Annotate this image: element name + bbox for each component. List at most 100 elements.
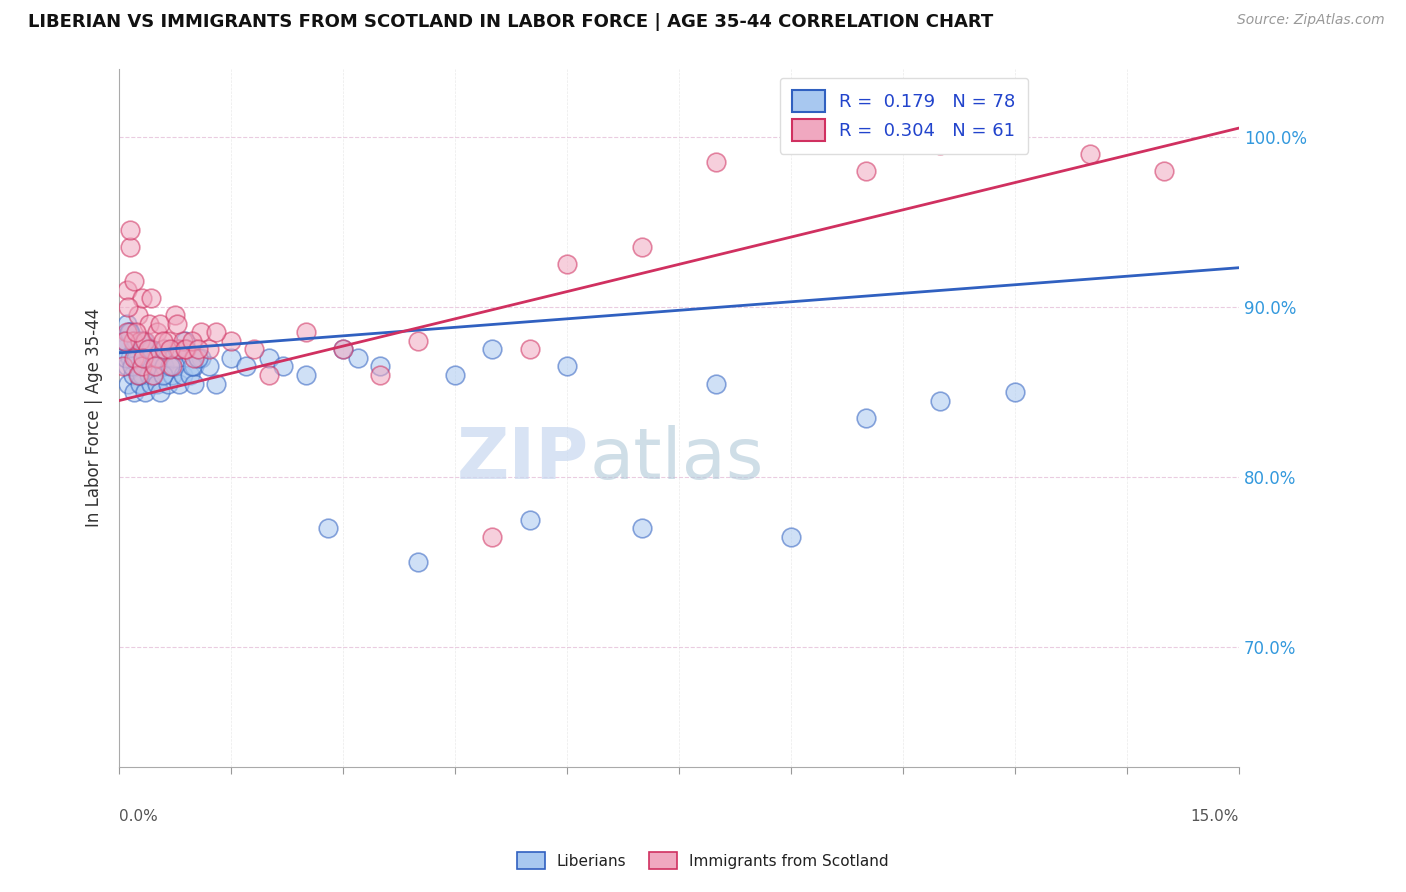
Point bbox=[855, 163, 877, 178]
Point bbox=[131, 343, 153, 357]
Point bbox=[138, 368, 160, 382]
Point bbox=[257, 368, 280, 382]
Text: Source: ZipAtlas.com: Source: ZipAtlas.com bbox=[1237, 13, 1385, 28]
Point bbox=[138, 343, 160, 357]
Point bbox=[181, 359, 204, 374]
Point bbox=[187, 343, 209, 357]
Point bbox=[111, 359, 134, 374]
Text: LIBERIAN VS IMMIGRANTS FROM SCOTLAND IN LABOR FORCE | AGE 35-44 CORRELATION CHAR: LIBERIAN VS IMMIGRANTS FROM SCOTLAND IN … bbox=[28, 13, 994, 31]
Point bbox=[176, 343, 198, 357]
Point bbox=[134, 334, 156, 348]
Legend: R =  0.179   N = 78, R =  0.304   N = 61: R = 0.179 N = 78, R = 0.304 N = 61 bbox=[780, 78, 1028, 154]
Point bbox=[118, 326, 141, 340]
Point bbox=[127, 309, 149, 323]
Point bbox=[131, 368, 153, 382]
Point bbox=[780, 530, 803, 544]
Point bbox=[149, 317, 172, 331]
Point bbox=[120, 240, 142, 254]
Point bbox=[332, 343, 354, 357]
Point bbox=[134, 359, 156, 374]
Point bbox=[145, 376, 167, 391]
Legend: Liberians, Immigrants from Scotland: Liberians, Immigrants from Scotland bbox=[512, 846, 894, 875]
Point bbox=[172, 368, 194, 382]
Point bbox=[127, 359, 149, 374]
Point bbox=[143, 351, 166, 365]
Point bbox=[145, 359, 167, 374]
Point bbox=[205, 376, 228, 391]
Point bbox=[139, 292, 162, 306]
Point bbox=[1004, 121, 1026, 136]
Point bbox=[295, 368, 318, 382]
Point bbox=[630, 240, 652, 254]
Point bbox=[219, 351, 242, 365]
Point bbox=[138, 317, 160, 331]
Point bbox=[125, 326, 148, 340]
Point bbox=[122, 384, 145, 399]
Point bbox=[183, 351, 205, 365]
Point bbox=[205, 326, 228, 340]
Point bbox=[166, 343, 188, 357]
Point bbox=[115, 351, 138, 365]
Point bbox=[121, 359, 143, 374]
Point bbox=[142, 368, 165, 382]
Point bbox=[160, 359, 183, 374]
Point bbox=[114, 334, 136, 348]
Point bbox=[242, 343, 264, 357]
Text: atlas: atlas bbox=[589, 425, 763, 494]
Point bbox=[139, 343, 162, 357]
Point bbox=[117, 376, 139, 391]
Point bbox=[481, 530, 503, 544]
Y-axis label: In Labor Force | Age 35-44: In Labor Force | Age 35-44 bbox=[86, 308, 103, 527]
Point bbox=[117, 300, 139, 314]
Point bbox=[111, 343, 134, 357]
Point bbox=[156, 334, 179, 348]
Point bbox=[519, 513, 541, 527]
Point bbox=[190, 351, 212, 365]
Point bbox=[122, 274, 145, 288]
Point bbox=[115, 283, 138, 297]
Point bbox=[122, 351, 145, 365]
Point bbox=[143, 359, 166, 374]
Point bbox=[235, 359, 257, 374]
Point bbox=[120, 351, 142, 365]
Point bbox=[121, 334, 143, 348]
Point bbox=[145, 351, 167, 365]
Point bbox=[134, 384, 156, 399]
Point bbox=[127, 368, 149, 382]
Point bbox=[127, 351, 149, 365]
Point bbox=[929, 138, 952, 153]
Point bbox=[152, 368, 174, 382]
Point bbox=[347, 351, 370, 365]
Point bbox=[139, 376, 162, 391]
Point bbox=[142, 368, 165, 382]
Point bbox=[295, 326, 318, 340]
Point bbox=[179, 368, 201, 382]
Point bbox=[159, 343, 181, 357]
Point bbox=[332, 343, 354, 357]
Point bbox=[370, 368, 392, 382]
Point bbox=[704, 376, 727, 391]
Point bbox=[146, 351, 169, 365]
Point bbox=[406, 334, 429, 348]
Point bbox=[120, 223, 142, 237]
Point bbox=[136, 343, 159, 357]
Point bbox=[1078, 146, 1101, 161]
Point bbox=[198, 359, 221, 374]
Point bbox=[519, 343, 541, 357]
Point bbox=[167, 376, 190, 391]
Point bbox=[176, 343, 198, 357]
Point bbox=[129, 334, 152, 348]
Point bbox=[165, 309, 187, 323]
Point bbox=[152, 334, 174, 348]
Text: 15.0%: 15.0% bbox=[1191, 809, 1239, 824]
Point bbox=[406, 555, 429, 569]
Point bbox=[181, 334, 204, 348]
Point bbox=[115, 317, 138, 331]
Point bbox=[370, 359, 392, 374]
Point bbox=[136, 351, 159, 365]
Point bbox=[481, 343, 503, 357]
Point bbox=[160, 368, 183, 382]
Point bbox=[174, 343, 197, 357]
Point bbox=[166, 317, 188, 331]
Point bbox=[1153, 163, 1175, 178]
